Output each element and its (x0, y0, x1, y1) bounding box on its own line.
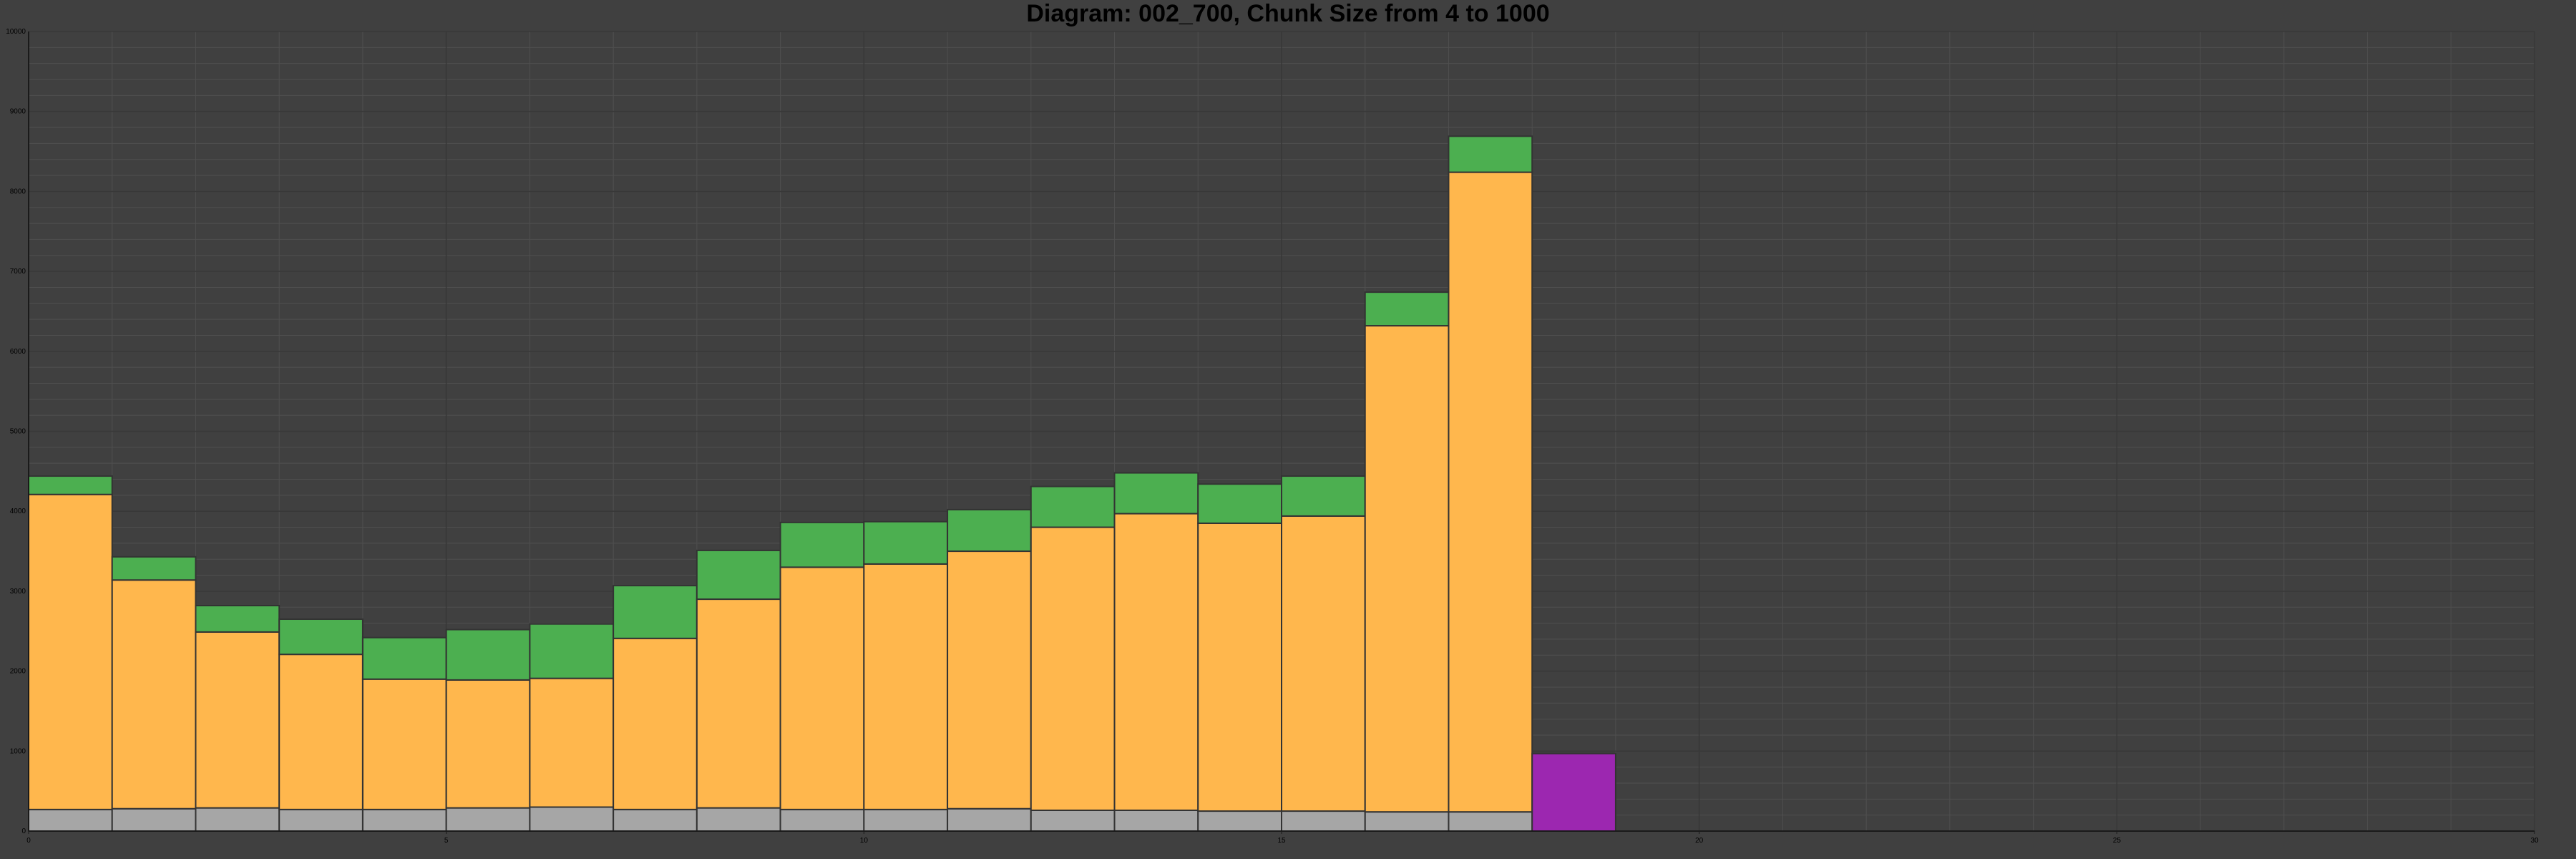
bar-segment (1113, 809, 1199, 833)
y-tick-label: 10000 (6, 28, 26, 36)
y-tick-label: 7000 (10, 268, 26, 276)
bar-segment (779, 566, 865, 810)
bars (28, 135, 1616, 833)
bar-segment (1030, 485, 1116, 528)
bar-segment (529, 677, 615, 808)
bar-segment (1281, 475, 1366, 517)
bar-segment (1364, 325, 1450, 813)
bar-segment (28, 475, 113, 495)
bar-segment (863, 808, 949, 832)
x-tick-label: 15 (1277, 837, 1286, 845)
bar-segment (111, 807, 197, 832)
x-tick-label: 20 (1695, 837, 1704, 845)
x-tick-label: 5 (444, 837, 449, 845)
bar-segment (195, 605, 280, 633)
bar-segment (278, 808, 364, 832)
bar-segment (696, 549, 781, 601)
bar-segment (779, 521, 865, 568)
bar-segment (529, 806, 615, 832)
bar-segment (613, 637, 698, 810)
bar-segment (195, 631, 280, 809)
bar-segment (1448, 171, 1533, 813)
bar-segment (1448, 135, 1533, 173)
x-tick-label: 30 (2530, 837, 2539, 845)
y-tick-label: 3000 (10, 588, 26, 596)
bar-segment (1364, 811, 1450, 833)
bar-segment (696, 598, 781, 809)
bar-segment (445, 679, 531, 809)
y-tick-label: 6000 (10, 348, 26, 356)
bar-segment (613, 585, 698, 639)
bar-segment (28, 493, 113, 810)
y-tick-label: 1000 (10, 747, 26, 755)
bar-segment (529, 623, 615, 679)
bar-segment (278, 618, 364, 656)
bar-segment (1030, 809, 1116, 833)
bar-segment (1281, 810, 1366, 832)
x-tick-label: 0 (26, 837, 31, 845)
bar-segment (779, 808, 865, 832)
bar-segment (361, 636, 447, 680)
bar-segment (361, 678, 447, 810)
y-tick-label: 4000 (10, 508, 26, 515)
bar-segment (445, 807, 531, 833)
chart-title: Diagram: 002_700, Chunk Size from 4 to 1… (1026, 0, 1550, 27)
bar-segment (947, 807, 1032, 832)
bar-segment (278, 654, 364, 810)
bar-segment (111, 555, 197, 581)
bar-segment (1030, 526, 1116, 811)
bar-segment (1364, 291, 1450, 327)
bar-segment (1197, 810, 1283, 832)
bar-segment (1197, 483, 1283, 524)
bar-segment (947, 508, 1032, 553)
bar-segment (1113, 472, 1199, 515)
bar-segment (863, 563, 949, 810)
y-tick-label: 9000 (10, 108, 26, 116)
axes: 0 5 10 15 20 25 30 0 1000 2000 3000 4000 5000 6000 700… (6, 28, 2539, 845)
bar-segment (1197, 522, 1283, 812)
bar-segment (195, 807, 280, 833)
bar-segment (1113, 513, 1199, 811)
y-tick-label: 5000 (10, 428, 26, 436)
bar-segment (445, 629, 531, 681)
y-tick-label: 8000 (10, 188, 26, 195)
x-tick-label: 25 (2113, 837, 2122, 845)
bar-segment (1531, 752, 1616, 832)
bar-segment (1281, 515, 1366, 812)
bar-segment (863, 520, 949, 565)
x-tick-label: 10 (860, 837, 869, 845)
bar-segment (1448, 811, 1533, 833)
bar-segment (28, 808, 113, 832)
y-tick-label: 0 (21, 828, 26, 835)
bar-segment (947, 550, 1032, 810)
bar-segment (613, 808, 698, 832)
y-tick-label: 2000 (10, 668, 26, 676)
bar-segment (361, 808, 447, 832)
bar-segment (111, 579, 197, 810)
bar-segment (696, 807, 781, 833)
